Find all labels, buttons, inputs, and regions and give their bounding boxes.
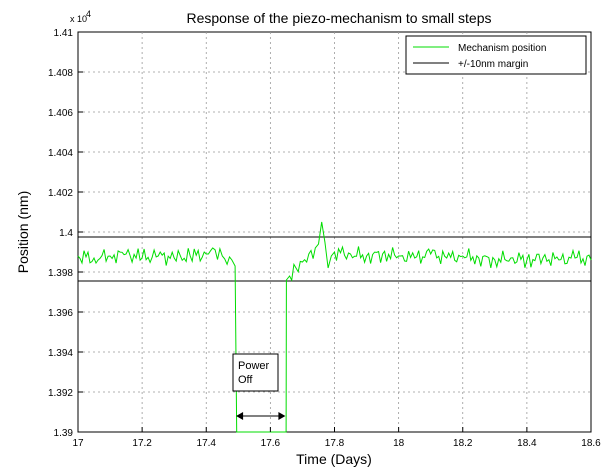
x-tick-label: 18.6 xyxy=(581,438,601,449)
y-tick-label: 1.394 xyxy=(48,348,73,359)
mechanism-position-line xyxy=(77,221,592,433)
x-axis-label: Time (Days) xyxy=(296,451,372,467)
x-tick-label: 17.6 xyxy=(261,438,281,449)
annotation-arrowhead-left xyxy=(236,412,244,420)
legend: Mechanism position +/-10nm margin xyxy=(405,35,587,75)
x-tick-label: 18 xyxy=(393,438,405,449)
y-tick-label: 1.39 xyxy=(54,428,74,439)
x-tick-label: 17.2 xyxy=(132,438,152,449)
annotation-text-line2: Off xyxy=(238,374,253,386)
chart-title: Response of the piezo-mechanism to small… xyxy=(186,10,491,26)
x-tick-label: 17.8 xyxy=(325,438,345,449)
y-tick-label: 1.408 xyxy=(48,68,73,79)
series-layer xyxy=(77,221,592,433)
y-tick-label: 1.4 xyxy=(59,228,73,239)
x-tick-label: 18.2 xyxy=(453,438,473,449)
legend-box xyxy=(405,35,587,75)
annotation-box xyxy=(232,353,279,392)
y-exponent-power: 4 xyxy=(86,9,91,19)
annotation-arrowhead-right xyxy=(278,412,286,420)
y-tick-label: 1.406 xyxy=(48,108,73,119)
x-tick-label: 17.4 xyxy=(197,438,217,449)
y-exponent: x 10 4 xyxy=(70,9,91,24)
y-axis-label: Position (nm) xyxy=(15,191,31,273)
y-tick-label: 1.404 xyxy=(48,148,73,159)
power-off-annotation: Power Off xyxy=(232,353,286,420)
y-tick-label: 1.396 xyxy=(48,308,73,319)
y-tick-label: 1.41 xyxy=(54,28,74,39)
legend-label-mechanism: Mechanism position xyxy=(458,43,546,54)
y-exponent-label: x 10 xyxy=(70,14,87,24)
x-tick-label: 18.4 xyxy=(517,438,537,449)
x-tick-label: 17 xyxy=(72,438,84,449)
plot-area: 17 17.2 17.4 17.6 17.8 18 18.2 18.4 18.6 1.39 1.39… xyxy=(48,28,601,449)
y-tick-label: 1.402 xyxy=(48,188,73,199)
ticks: 17 17.2 17.4 17.6 17.8 18 18.2 18.4 18.6 1.39 1.39… xyxy=(48,28,601,449)
annotation-text-line1: Power xyxy=(238,360,270,372)
y-tick-label: 1.398 xyxy=(48,268,73,279)
grid xyxy=(78,32,591,432)
legend-label-margin: +/-10nm margin xyxy=(458,59,528,70)
y-tick-label: 1.392 xyxy=(48,388,73,399)
